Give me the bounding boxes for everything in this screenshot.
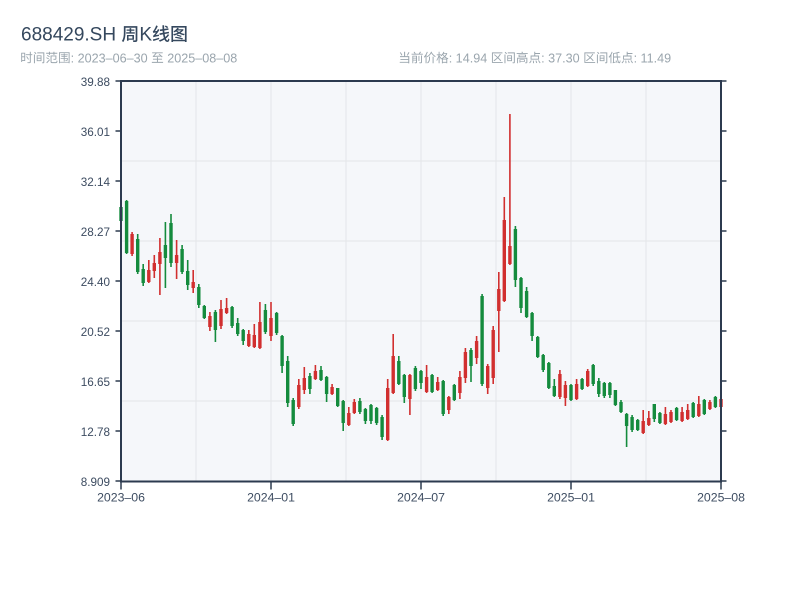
svg-text:: 11.49: : 11.49 xyxy=(634,51,672,65)
svg-text:20.52: 20.52 xyxy=(81,326,110,339)
svg-text:: 2023–06–30: : 2023–06–30 xyxy=(71,51,148,65)
svg-text:2023–06: 2023–06 xyxy=(97,491,145,505)
svg-text:688429.SH: 688429.SH xyxy=(21,25,116,46)
svg-text:K: K xyxy=(139,25,152,46)
svg-text:2025–08: 2025–08 xyxy=(697,491,745,505)
svg-text:32.14: 32.14 xyxy=(81,176,111,189)
svg-text:2025–01: 2025–01 xyxy=(547,491,595,505)
svg-text:8.909: 8.909 xyxy=(81,476,110,489)
svg-text:28.27: 28.27 xyxy=(81,226,110,239)
svg-text:: 14.94: : 14.94 xyxy=(449,51,488,65)
svg-text:12.78: 12.78 xyxy=(81,426,110,439)
svg-text:2025–08–08: 2025–08–08 xyxy=(167,51,237,65)
svg-text:2024–07: 2024–07 xyxy=(397,491,445,505)
svg-text:16.65: 16.65 xyxy=(81,376,111,389)
svg-text:39.88: 39.88 xyxy=(81,76,110,89)
svg-text:24.40: 24.40 xyxy=(81,276,111,289)
svg-text:: 37.30: : 37.30 xyxy=(541,51,580,65)
svg-text:2024–01: 2024–01 xyxy=(247,491,295,505)
svg-text:36.01: 36.01 xyxy=(81,126,110,139)
